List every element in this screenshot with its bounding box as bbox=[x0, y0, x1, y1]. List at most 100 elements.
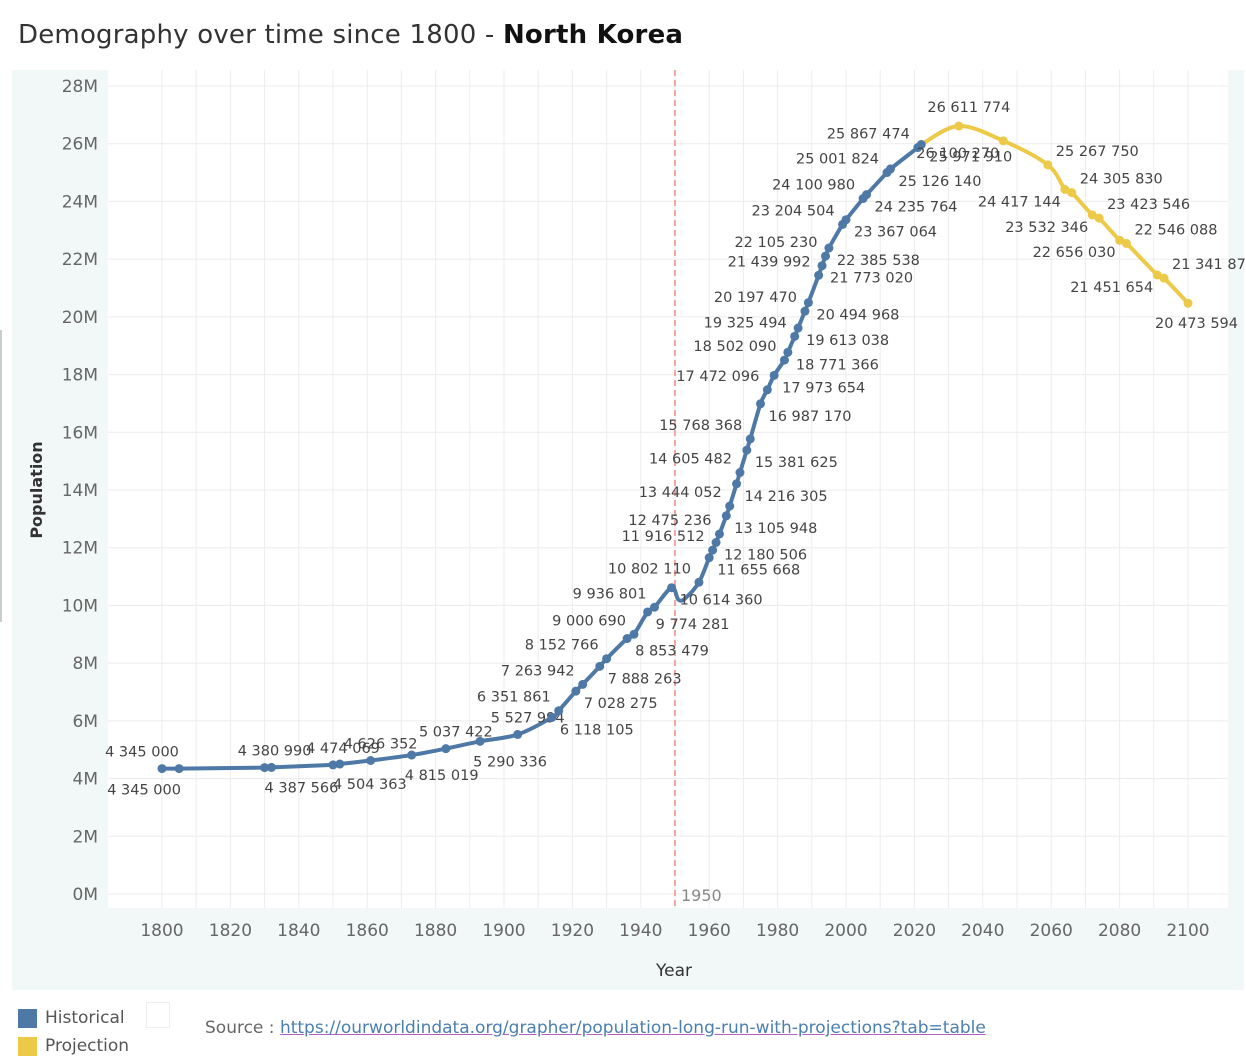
historical-point[interactable] bbox=[814, 270, 824, 280]
historical-point[interactable] bbox=[820, 251, 830, 261]
y-tick-label: 6M bbox=[73, 712, 98, 732]
historical-point[interactable] bbox=[407, 750, 417, 760]
historical-point[interactable] bbox=[441, 744, 451, 754]
historical-data-label: 22 385 538 bbox=[837, 253, 920, 269]
historical-point[interactable] bbox=[711, 538, 721, 548]
historical-point[interactable] bbox=[732, 479, 742, 489]
population-chart[interactable]: 0M 2M 4M 6M 8M 10M 12M 14M 16M 18M 20M 22M 24M 26M 28M… bbox=[0, 0, 1246, 1000]
historical-data-label: 8 152 766 bbox=[525, 638, 599, 654]
projection-point[interactable] bbox=[1152, 270, 1162, 280]
historical-point[interactable] bbox=[475, 736, 485, 746]
page-title: Demography over time since 1800 - North … bbox=[18, 20, 683, 50]
historical-point[interactable] bbox=[366, 755, 376, 765]
historical-data-label: 7 263 942 bbox=[501, 663, 575, 679]
historical-point[interactable] bbox=[602, 654, 612, 664]
historical-point[interactable] bbox=[643, 607, 653, 617]
historical-data-label: 5 527 994 bbox=[491, 710, 565, 726]
historical-point[interactable] bbox=[762, 385, 772, 395]
y-tick-label: 24M bbox=[62, 192, 98, 212]
legend-label-historical: Historical bbox=[45, 1008, 125, 1028]
x-tick-label: 2100 bbox=[1166, 921, 1209, 941]
historical-point[interactable] bbox=[714, 529, 724, 539]
projection-point[interactable] bbox=[954, 121, 964, 131]
projection-data-label: 24 417 144 bbox=[978, 194, 1061, 210]
projection-point[interactable] bbox=[1067, 188, 1077, 198]
historical-point[interactable] bbox=[704, 553, 714, 563]
projection-point[interactable] bbox=[1115, 235, 1125, 245]
legend-item-projection[interactable]: Projection bbox=[18, 1032, 129, 1060]
x-tick-label: 1920 bbox=[551, 921, 594, 941]
historical-point[interactable] bbox=[783, 347, 793, 357]
historical-point[interactable] bbox=[547, 712, 557, 722]
historical-point[interactable] bbox=[708, 545, 718, 555]
historical-point[interactable] bbox=[745, 434, 755, 444]
historical-data-label: 4 387 566 bbox=[265, 780, 339, 796]
projection-point[interactable] bbox=[1159, 273, 1169, 283]
historical-point[interactable] bbox=[629, 629, 639, 639]
historical-point[interactable] bbox=[335, 759, 345, 769]
y-tick-label: 4M bbox=[73, 770, 98, 790]
x-tick-label: 2080 bbox=[1098, 921, 1141, 941]
historical-data-label: 4 815 019 bbox=[405, 768, 479, 784]
historical-point[interactable] bbox=[571, 686, 581, 696]
historical-data-label: 24 100 980 bbox=[772, 178, 855, 194]
historical-point[interactable] bbox=[742, 445, 752, 455]
source-label: Source : bbox=[205, 1018, 280, 1038]
x-tick-label: 1840 bbox=[277, 921, 320, 941]
projection-data-label: 21 451 654 bbox=[1070, 280, 1153, 296]
legend: Historical Projection bbox=[18, 1004, 129, 1060]
historical-data-label: 25 971 910 bbox=[929, 150, 1012, 166]
historical-point[interactable] bbox=[735, 468, 745, 478]
historical-point[interactable] bbox=[841, 215, 851, 225]
historical-data-label: 8 853 479 bbox=[635, 644, 709, 660]
legend-swatch-historical bbox=[18, 1008, 37, 1028]
historical-data-label: 18 502 090 bbox=[693, 339, 776, 355]
historical-point[interactable] bbox=[793, 323, 803, 333]
legend-label-projection: Projection bbox=[45, 1036, 130, 1056]
projection-point[interactable] bbox=[1087, 210, 1097, 220]
historical-point[interactable] bbox=[513, 729, 523, 739]
projection-point[interactable] bbox=[1060, 184, 1070, 194]
y-tick-label: 0M bbox=[73, 885, 98, 905]
y-tick-label: 12M bbox=[62, 539, 98, 559]
historical-point[interactable] bbox=[862, 190, 872, 200]
historical-point[interactable] bbox=[328, 760, 338, 770]
historical-point[interactable] bbox=[157, 764, 167, 774]
historical-point[interactable] bbox=[817, 261, 827, 271]
historical-point[interactable] bbox=[885, 164, 895, 174]
historical-point[interactable] bbox=[916, 140, 926, 150]
historical-data-label: 15 768 368 bbox=[659, 418, 742, 434]
historical-point[interactable] bbox=[824, 243, 834, 253]
projection-point[interactable] bbox=[1043, 160, 1053, 170]
historical-point[interactable] bbox=[769, 370, 779, 380]
historical-data-label: 25 867 474 bbox=[827, 127, 910, 143]
historical-point[interactable] bbox=[578, 679, 588, 689]
legend-item-historical[interactable]: Historical bbox=[18, 1004, 129, 1032]
historical-point[interactable] bbox=[649, 602, 659, 612]
historical-point[interactable] bbox=[667, 583, 677, 593]
historical-point[interactable] bbox=[595, 661, 605, 671]
historical-point[interactable] bbox=[260, 763, 270, 773]
projection-point[interactable] bbox=[1183, 298, 1193, 308]
historical-data-label: 14 216 305 bbox=[745, 489, 828, 505]
projection-data-label: 26 100 270 bbox=[916, 146, 999, 162]
historical-data-label: 23 367 064 bbox=[854, 225, 937, 241]
historical-point[interactable] bbox=[803, 298, 813, 308]
projection-data-label: 25 267 750 bbox=[1056, 144, 1139, 160]
projection-point[interactable] bbox=[1094, 213, 1104, 223]
historical-point[interactable] bbox=[725, 501, 735, 511]
historical-point[interactable] bbox=[790, 331, 800, 341]
historical-point[interactable] bbox=[554, 706, 564, 716]
historical-point[interactable] bbox=[779, 355, 789, 365]
historical-data-label: 19 613 038 bbox=[806, 333, 889, 349]
historical-point[interactable] bbox=[622, 634, 632, 644]
historical-point[interactable] bbox=[266, 762, 276, 772]
projection-point[interactable] bbox=[998, 136, 1008, 146]
historical-point[interactable] bbox=[721, 511, 731, 521]
historical-point[interactable] bbox=[800, 306, 810, 316]
historical-point[interactable] bbox=[756, 399, 765, 409]
source-link[interactable]: https://ourworldindata.org/grapher/popul… bbox=[279, 1018, 986, 1038]
projection-point[interactable] bbox=[1121, 238, 1131, 248]
historical-point[interactable] bbox=[174, 764, 184, 774]
historical-point[interactable] bbox=[694, 577, 704, 587]
